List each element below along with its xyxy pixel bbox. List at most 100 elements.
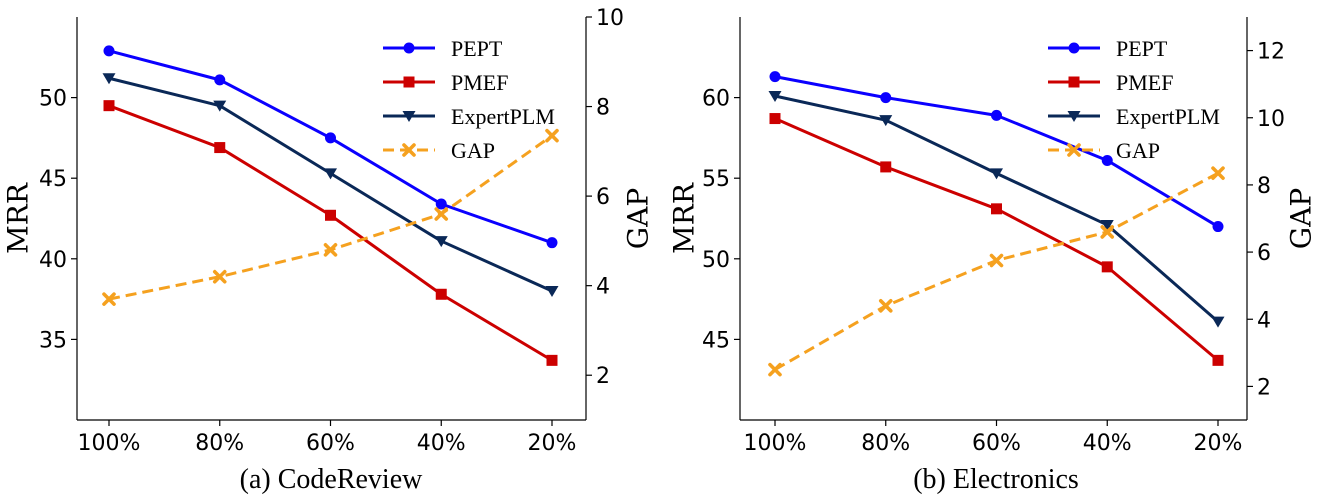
x-tick-label: 60% <box>306 431 355 456</box>
data-point <box>103 100 115 112</box>
data-point <box>323 243 338 257</box>
data-point <box>103 45 115 57</box>
x-tick-label: 80% <box>861 431 910 456</box>
x-tick-label: 100% <box>78 431 141 456</box>
y2-tick-label: 8 <box>596 96 610 121</box>
y-tick-label: 35 <box>39 328 67 353</box>
chart-electronics: 100% 80% 60% 40% 20% 45 50 55 60 2 4 6 8 10 12 MRR GAP (b… <box>668 17 1318 495</box>
data-point <box>214 74 226 86</box>
y2-tick-label: 10 <box>596 6 624 31</box>
series-pmef <box>103 100 558 366</box>
x-tick-label: 60% <box>972 431 1021 456</box>
legend-label: PEPT <box>451 36 503 61</box>
series-pmef <box>769 113 1224 366</box>
chart-caption: (b) Electronics <box>913 464 1079 495</box>
data-point <box>435 198 447 210</box>
legend-marker <box>1067 111 1081 122</box>
y2-tick-label: 2 <box>1257 375 1271 400</box>
data-point <box>1100 219 1114 231</box>
y2-tick-label: 10 <box>1257 107 1285 132</box>
y2-axis-title: GAP <box>622 188 655 249</box>
data-point <box>1212 221 1224 233</box>
legend-label: ExpertPLM <box>1116 104 1220 129</box>
legend-label: GAP <box>1116 138 1160 163</box>
series-gap <box>768 166 1225 377</box>
series-gap <box>102 128 559 306</box>
y2-axis-title: GAP <box>1285 188 1318 249</box>
y-tick-label: 50 <box>39 87 67 112</box>
y2-tick-label: 6 <box>596 185 610 210</box>
series-line <box>774 171 1219 371</box>
legend: PEPT PMEF ExpertPLM GAP <box>1048 36 1220 163</box>
data-point <box>545 286 559 298</box>
y2-tick-label: 4 <box>596 275 610 300</box>
data-point <box>325 132 336 144</box>
data-point <box>1211 316 1225 328</box>
y-tick-label: 60 <box>702 87 730 112</box>
data-point <box>325 209 336 221</box>
data-point <box>769 113 781 125</box>
data-point <box>989 253 1004 268</box>
y-tick-label: 45 <box>39 167 67 192</box>
data-point <box>102 73 116 85</box>
x-tick-label: 20% <box>528 431 577 456</box>
data-point <box>213 100 227 112</box>
data-point <box>435 288 447 300</box>
data-point <box>434 207 449 221</box>
series-expertplm <box>768 90 1225 328</box>
data-point <box>880 92 892 104</box>
y2-tick-label: 2 <box>596 364 610 389</box>
data-point <box>1101 154 1113 166</box>
chart-codereview: 100% 80% 60% 40% 20% 35 40 45 50 2 4 6 8 10 MRR GAP (a) … <box>2 6 655 495</box>
y-axis-title: MRR <box>2 182 35 254</box>
data-point <box>545 128 559 143</box>
series-pept <box>103 45 558 249</box>
y2-tick-label: 6 <box>1257 241 1271 266</box>
legend-marker <box>402 143 416 157</box>
y-tick-label: 40 <box>39 248 67 273</box>
legend-marker <box>402 111 416 122</box>
legend-label: ExpertPLM <box>451 104 555 129</box>
y-tick-label: 45 <box>702 328 730 353</box>
legend-marker <box>403 76 415 88</box>
data-point <box>324 168 337 180</box>
data-point <box>1211 166 1225 180</box>
legend-marker <box>1068 76 1080 88</box>
data-point <box>991 109 1002 121</box>
y-tick-label: 50 <box>702 248 730 273</box>
y2-tick-label: 12 <box>1257 40 1285 65</box>
series-expertplm <box>102 73 559 298</box>
data-point <box>879 115 893 127</box>
x-tick-label: 40% <box>1083 431 1132 456</box>
data-point <box>878 299 893 313</box>
data-point <box>1101 261 1113 273</box>
data-point <box>546 237 558 249</box>
data-point <box>1212 354 1224 366</box>
data-point <box>768 362 782 377</box>
legend-label: GAP <box>451 138 495 163</box>
series-pept <box>769 71 1224 233</box>
data-point <box>102 292 116 306</box>
legend-marker <box>1067 143 1081 157</box>
data-point <box>768 90 782 102</box>
data-point <box>990 168 1003 180</box>
legend: PEPT PMEF ExpertPLM GAP <box>383 36 555 163</box>
x-tick-label: 80% <box>195 431 244 456</box>
y2-tick-label: 4 <box>1257 308 1271 333</box>
data-point <box>769 71 781 83</box>
y-axis-title: MRR <box>668 182 701 254</box>
x-tick-label: 100% <box>744 431 807 456</box>
data-point <box>991 203 1002 215</box>
data-point <box>214 142 226 154</box>
x-tick-label: 40% <box>417 431 466 456</box>
legend-label: PMEF <box>451 70 508 95</box>
data-point <box>546 354 558 366</box>
legend-label: PEPT <box>1116 36 1168 61</box>
chart-caption: (a) CodeReview <box>240 464 423 495</box>
legend-marker <box>403 42 415 54</box>
y-tick-label: 55 <box>702 167 730 192</box>
data-point <box>434 236 448 248</box>
data-point <box>1100 225 1115 239</box>
x-tick-label: 20% <box>1194 431 1243 456</box>
